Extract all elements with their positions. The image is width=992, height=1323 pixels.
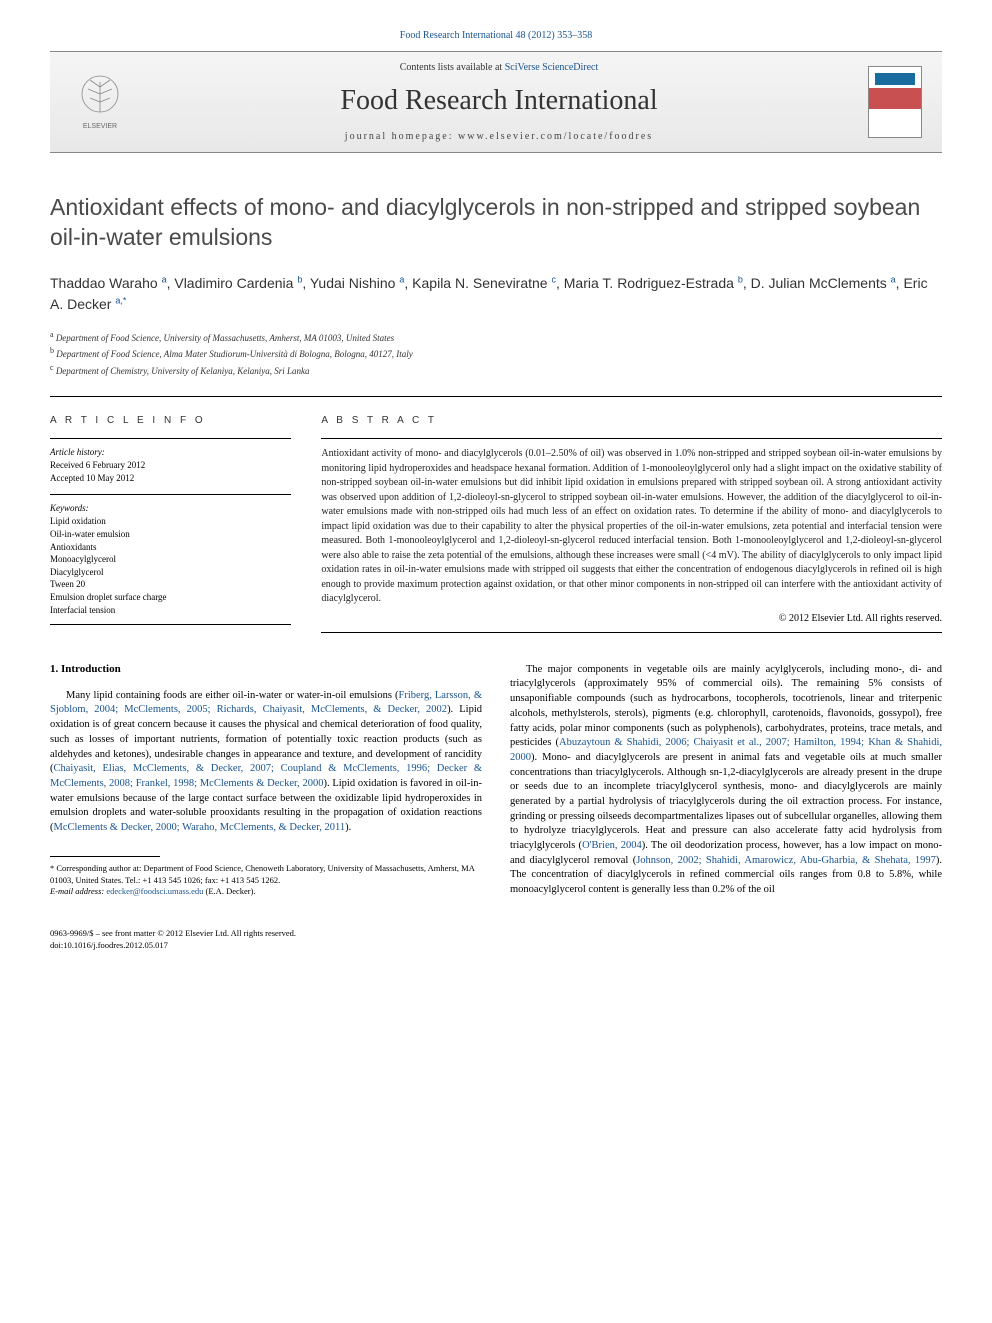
affiliation: c Department of Chemistry, University of… [50, 362, 942, 379]
email-suffix: (E.A. Decker). [203, 886, 255, 896]
availability-line: Contents lists available at SciVerse Sci… [130, 62, 868, 73]
history-label: Article history: [50, 447, 291, 457]
article-info-heading: A R T I C L E I N F O [50, 415, 291, 426]
author: Kapila N. Seneviratne c [412, 275, 556, 291]
affiliation: a Department of Food Science, University… [50, 329, 942, 346]
email-link[interactable]: edecker@foodsci.umass.edu [106, 886, 203, 896]
keyword: Oil-in-water emulsion [50, 528, 291, 541]
abstract-text: Antioxidant activity of mono- and diacyl… [321, 447, 942, 607]
keyword: Lipid oxidation [50, 515, 291, 528]
footnote-separator [50, 856, 160, 857]
info-divider [50, 624, 291, 625]
author: Thaddao Waraho a [50, 275, 167, 291]
citation-link[interactable]: O'Brien, 2004 [582, 840, 642, 851]
email-label: E-mail address: [50, 886, 106, 896]
keywords-label: Keywords: [50, 503, 291, 513]
affiliation: b Department of Food Science, Alma Mater… [50, 345, 942, 362]
corresponding-author-note: * Corresponding author at: Department of… [50, 863, 482, 887]
right-column: The major components in vegetable oils a… [510, 663, 942, 952]
abstract-heading: A B S T R A C T [321, 415, 942, 426]
intro-para-2: The major components in vegetable oils a… [510, 663, 942, 898]
keyword: Monoacylglycerol [50, 553, 291, 566]
publisher-label: ELSEVIER [83, 123, 117, 130]
journal-banner: ELSEVIER Contents lists available at Sci… [50, 51, 942, 153]
header-citation: Food Research International 48 (2012) 35… [0, 0, 992, 51]
corresponding-email-line: E-mail address: edecker@foodsci.umass.ed… [50, 886, 482, 898]
body-content: 1. Introduction Many lipid containing fo… [50, 663, 942, 952]
intro-heading: 1. Introduction [50, 663, 482, 675]
author-list: Thaddao Waraho a, Vladimiro Cardenia b, … [50, 273, 942, 315]
availability-prefix: Contents lists available at [400, 62, 505, 73]
affiliations: a Department of Food Science, University… [50, 329, 942, 379]
article-info-row: A R T I C L E I N F O Article history: R… [50, 415, 942, 633]
doi-line: doi:10.1016/j.foodres.2012.05.017 [50, 940, 482, 952]
abstract-divider [321, 438, 942, 439]
journal-title: Food Research International [130, 85, 868, 117]
abstract-copyright: © 2012 Elsevier Ltd. All rights reserved… [321, 613, 942, 624]
left-column: 1. Introduction Many lipid containing fo… [50, 663, 482, 952]
section-divider [50, 396, 942, 397]
author: D. Julian McClements a [751, 275, 896, 291]
keyword: Tween 20 [50, 578, 291, 591]
keyword: Interfacial tension [50, 604, 291, 617]
sciencedirect-link[interactable]: SciVerse ScienceDirect [505, 62, 599, 73]
abstract-divider [321, 632, 942, 633]
abstract-column: A B S T R A C T Antioxidant activity of … [321, 415, 942, 633]
author: Maria T. Rodriguez-Estrada b [564, 275, 743, 291]
elsevier-tree-icon: ELSEVIER [70, 72, 130, 132]
info-divider [50, 494, 291, 495]
info-divider [50, 438, 291, 439]
author: Yudai Nishino a [310, 275, 405, 291]
intro-para-1: Many lipid containing foods are either o… [50, 689, 482, 836]
doi-block: 0963-9969/$ – see front matter © 2012 El… [50, 928, 482, 952]
accepted-date: Accepted 10 May 2012 [50, 472, 291, 485]
citation-text: Food Research International 48 (2012) 35… [400, 30, 592, 41]
article-info-column: A R T I C L E I N F O Article history: R… [50, 415, 291, 633]
keyword: Antioxidants [50, 541, 291, 554]
banner-center: Contents lists available at SciVerse Sci… [130, 62, 868, 142]
keyword: Diacylglycerol [50, 566, 291, 579]
front-matter-line: 0963-9969/$ – see front matter © 2012 El… [50, 928, 482, 940]
elsevier-logo: ELSEVIER [70, 72, 130, 132]
article-title: Antioxidant effects of mono- and diacylg… [50, 193, 942, 253]
citation-link[interactable]: Johnson, 2002; Shahidi, Amarowicz, Abu-G… [636, 855, 936, 866]
keyword: Emulsion droplet surface charge [50, 591, 291, 604]
journal-homepage: journal homepage: www.elsevier.com/locat… [130, 131, 868, 142]
journal-cover-thumbnail [868, 66, 922, 138]
received-date: Received 6 February 2012 [50, 459, 291, 472]
author: Vladimiro Cardenia b [174, 275, 302, 291]
citation-link[interactable]: McClements & Decker, 2000; Waraho, McCle… [54, 822, 346, 833]
